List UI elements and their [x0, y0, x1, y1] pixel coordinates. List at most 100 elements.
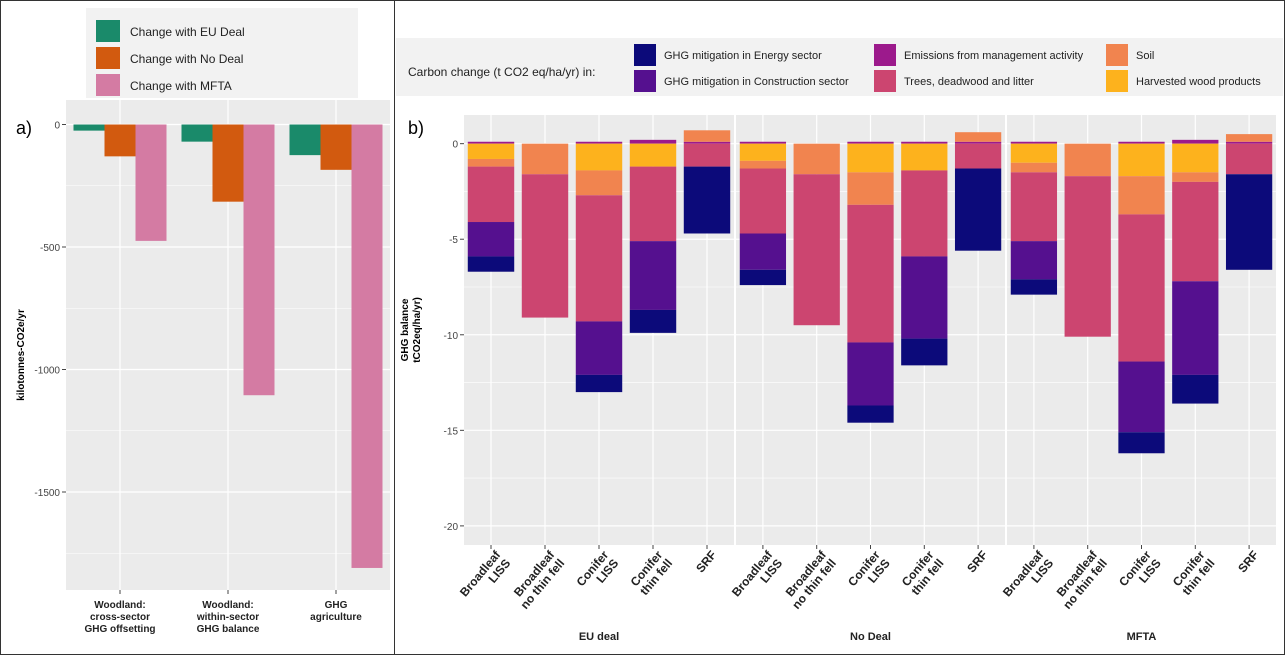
bar-segment-trees: [1064, 176, 1111, 337]
bar-segment-energy: [901, 338, 948, 366]
legend-swatch: [96, 20, 120, 42]
legend-swatch: [1106, 44, 1128, 66]
legend-label: Soil: [1136, 50, 1154, 62]
x-tick-label: GHG agriculture: [310, 600, 362, 623]
bar-segment-trees: [901, 170, 948, 257]
x-tick-label-line: cross-sector: [90, 612, 150, 623]
bar-segment-soil: [575, 170, 623, 196]
legend-swatch: [96, 74, 120, 96]
x-tick-label-line: SRF: [964, 548, 990, 575]
legend-label: Change with EU Deal: [130, 25, 245, 39]
bar-segment-soil: [1010, 162, 1058, 173]
y-tick-label: -5: [449, 235, 458, 246]
facet-label: No Deal: [850, 631, 891, 643]
bar-segment-construction: [901, 256, 948, 339]
bar-segment-trees: [683, 143, 731, 167]
y-tick-label: -500: [40, 243, 60, 254]
bar-segment-management: [847, 141, 894, 144]
bar-segment-construction: [1010, 241, 1058, 280]
y-tick-label: -20: [444, 522, 459, 533]
x-tick-label-line: GHG offsetting: [84, 624, 155, 635]
x-tick-label: Coniferthin fell: [627, 548, 675, 598]
bar-segment-hwp: [739, 143, 787, 161]
bar-segment-management: [739, 141, 787, 144]
bar-segment-trees: [954, 143, 1002, 169]
legend-label: Harvested wood products: [1136, 76, 1261, 88]
bar-segment-trees: [793, 174, 840, 326]
bar-segment-energy: [1172, 374, 1219, 404]
bar-segment-soil: [847, 172, 894, 205]
bar: [73, 124, 105, 131]
bar-segment-hwp: [901, 143, 948, 171]
legend-label: Change with MFTA: [130, 79, 232, 93]
bar-segment-energy: [1225, 174, 1273, 270]
bar-segment-soil: [1225, 134, 1273, 142]
x-tick-label: Broadleafno thin fell: [779, 547, 839, 612]
x-tick-label-line: within-sector: [196, 612, 259, 623]
y-axis-title: GHG balancetCO2eq/ha/yr): [400, 297, 423, 363]
bar-segment-energy: [954, 168, 1002, 251]
bar-segment-soil: [467, 158, 515, 167]
facet-label: MFTA: [1127, 631, 1157, 643]
legend-background: [86, 8, 358, 98]
bar-segment-trees: [467, 166, 515, 223]
bar-segment-construction: [847, 342, 894, 406]
x-tick-label: Coniferthin fell: [898, 548, 946, 598]
x-tick-label: Woodland: cross-sector GHG offsetting: [84, 600, 155, 635]
bar: [289, 124, 321, 156]
x-tick-label: SRF: [693, 548, 719, 575]
legend-title: Carbon change (t CO2 eq/ha/yr) in:: [408, 65, 595, 79]
bar-segment-soil: [1172, 172, 1219, 182]
x-tick-label: ConiferLISS: [1116, 548, 1164, 598]
bar-segment-hwp: [1172, 143, 1219, 173]
legend-label: GHG mitigation in Construction sector: [664, 76, 849, 88]
bar-segment-hwp: [1010, 143, 1058, 163]
legend-swatch: [1106, 70, 1128, 92]
legend-swatch: [634, 44, 656, 66]
bar-segment-energy: [683, 166, 731, 234]
bar-segment-energy: [575, 374, 623, 393]
bar-segment-soil: [521, 143, 569, 175]
bar-segment-management: [1225, 141, 1273, 144]
y-tick-label: 0: [452, 140, 458, 151]
bar-segment-energy: [847, 405, 894, 423]
x-tick-label: ConiferLISS: [845, 548, 893, 598]
bar-segment-hwp: [629, 143, 677, 167]
x-tick-label: SRF: [1235, 548, 1261, 575]
legend-label: Emissions from management activity: [904, 50, 1084, 62]
x-tick-label: BroadleafLISS: [1000, 547, 1057, 608]
x-tick-label-line: Woodland:: [202, 600, 253, 611]
x-tick-label: BroadleafLISS: [457, 547, 514, 608]
panel-a-chart: Change with EU Deal Change with No Deal Ch…: [16, 8, 390, 635]
bar-segment-management: [683, 141, 731, 144]
x-tick-label: Coniferthin fell: [1169, 548, 1217, 598]
legend-swatch: [96, 47, 120, 69]
legend-swatch: [874, 44, 896, 66]
y-tick-label: -10: [444, 331, 459, 342]
legend-label: GHG mitigation in Energy sector: [664, 50, 822, 62]
bar-segment-trees: [1118, 214, 1165, 362]
bar-segment-hwp: [847, 143, 894, 173]
bar-segment-trees: [521, 174, 569, 318]
bar-segment-trees: [1172, 181, 1219, 282]
y-tick-label: -15: [444, 426, 459, 437]
bar-segment-construction: [1118, 361, 1165, 433]
bar-segment-hwp: [467, 143, 515, 159]
x-tick-label-line: SRF: [693, 548, 719, 575]
bar-segment-construction: [629, 241, 677, 310]
y-tick-label: -1500: [34, 488, 60, 499]
legend-label: Trees, deadwood and litter: [904, 76, 1034, 88]
x-tick-label-line: GHG: [325, 600, 348, 611]
bar-segment-trees: [629, 166, 677, 242]
x-tick-label: ConiferLISS: [574, 548, 622, 598]
y-axis-title-line: tCO2eq/ha/yr): [412, 297, 423, 363]
bar-segment-hwp: [1118, 143, 1165, 177]
y-axis-title: kilotonnes-CO2e/yr: [16, 309, 27, 401]
bar-segment-construction: [1172, 281, 1219, 375]
bar-segment-energy: [467, 256, 515, 272]
bar-segment-soil: [1118, 176, 1165, 215]
bar-segment-energy: [739, 269, 787, 286]
legend-label: Change with No Deal: [130, 52, 243, 66]
bar-segment-soil: [1064, 143, 1111, 177]
bar-segment-management: [1172, 139, 1219, 144]
